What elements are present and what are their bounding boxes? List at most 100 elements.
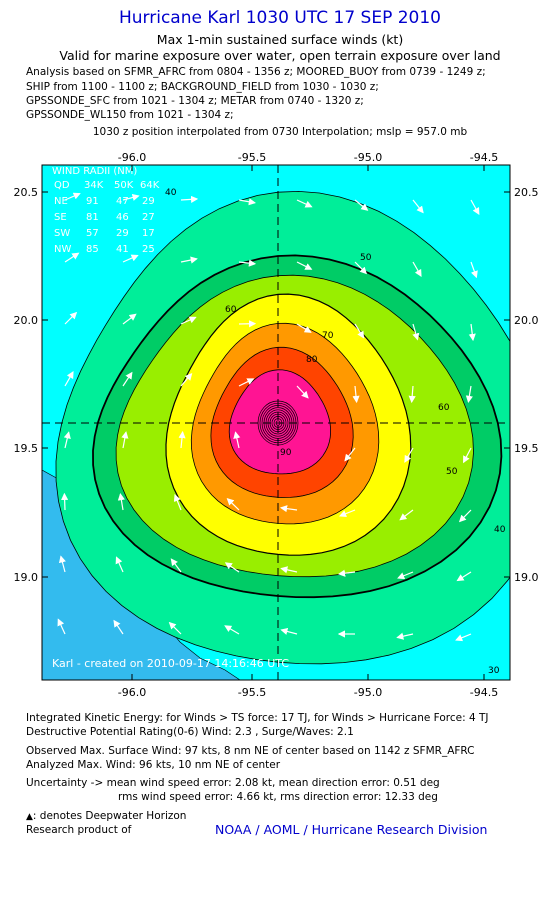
wind-arrow	[233, 431, 241, 449]
observed-max-line: Observed Max. Surface Wind: 97 kts, 8 nm…	[26, 745, 475, 757]
wind-arrow	[296, 385, 309, 399]
lon-tick-bottom-4: -94.5	[470, 686, 498, 699]
wind-arrow	[122, 371, 133, 387]
lon-tick-top-1: -96.0	[118, 151, 146, 164]
wind-arrow	[117, 493, 125, 511]
wind-arrow	[115, 556, 124, 573]
wind-arrow	[408, 385, 416, 404]
contour-label: 80	[306, 355, 318, 365]
wind-arrow	[122, 254, 139, 263]
lon-tick-top-4: -94.5	[470, 151, 498, 164]
wind-arrow	[238, 378, 255, 387]
wind-arrow	[238, 259, 257, 267]
org-link[interactable]: NOAA / AOML / Hurricane Research Divisio…	[215, 822, 488, 837]
wind-arrow	[470, 199, 480, 216]
wind-arrow	[64, 371, 74, 387]
wind-arrow	[63, 431, 71, 449]
wind-radii-nw-34k: 85	[86, 244, 99, 255]
analysis-line-2: SHIP from 1100 - 1100 z; BACKGROUND_FIEL…	[26, 81, 379, 93]
lon-tick-top-3: -95.0	[354, 151, 382, 164]
wind-radii-table: WIND RADII (NM) QD 34K 50K 64K NE 91 47 …	[52, 166, 160, 255]
analysis-line-3: GPSSONDE_SFC from 1021 - 1304 z; METAR f…	[26, 95, 364, 107]
wind-arrow	[113, 619, 124, 635]
contour-line-3	[165, 293, 412, 556]
wind-arrow	[168, 621, 182, 635]
lat-tick-right-1: 20.5	[514, 186, 539, 199]
contour-label: 70	[322, 331, 334, 341]
page-title: Hurricane Karl 1030 UTC 17 SEP 2010	[118, 8, 441, 28]
wind-radii-ne-34k: 91	[86, 196, 99, 207]
wind-arrow	[337, 569, 356, 577]
research-label: Research product of	[26, 824, 132, 836]
wind-arrow	[122, 313, 137, 325]
analyzed-max-line: Analyzed Max. Wind: 96 kts, 10 nm NE of …	[26, 759, 281, 771]
wind-arrow	[354, 323, 365, 339]
contour-label: 40	[165, 188, 177, 198]
wind-arrow	[173, 493, 182, 511]
wind-arrow	[455, 633, 472, 642]
wind-arrow	[180, 256, 198, 264]
wind-arrow	[224, 625, 240, 635]
wind-arrow	[279, 505, 298, 513]
wind-arrow	[57, 618, 66, 635]
wind-arrow	[64, 192, 81, 201]
position-note: 1030 z position interpolated from 0730 I…	[92, 126, 468, 138]
wind-arrow	[296, 261, 313, 270]
wind-radii-sw-label: SW	[54, 228, 70, 239]
lon-tick-top-2: -95.5	[238, 151, 266, 164]
wind-arrow	[180, 316, 197, 325]
wind-arrow	[170, 558, 182, 573]
contour-label: 40	[494, 525, 506, 535]
wind-arrow	[180, 195, 199, 203]
contour-label: 50	[360, 253, 372, 263]
wind-arrow	[354, 261, 368, 275]
lat-tick-right-2: 20.0	[514, 314, 539, 327]
wind-arrow	[64, 311, 78, 325]
contour-label: 60	[438, 403, 450, 413]
lon-tick-bottom-1: -96.0	[118, 686, 146, 699]
ike-line: Integrated Kinetic Energy: for Winds > T…	[26, 712, 489, 724]
contour-label: 60	[225, 305, 237, 315]
wind-map: 40 50 60 70 80 90 60 50 40 30 WIND RADII (NM) QD …	[14, 151, 539, 699]
wind-radii-se-50k: 46	[116, 212, 129, 223]
wind-radii-sw-64k: 17	[142, 228, 155, 239]
wind-arrow	[397, 571, 414, 580]
wind-arrow	[404, 447, 414, 463]
map-credit: Karl - created on 2010-09-17 14:16:46 UT…	[52, 657, 289, 670]
wind-radii-nw-64k: 25	[142, 244, 155, 255]
wind-arrow	[468, 323, 476, 342]
contour-label: 30	[488, 666, 500, 676]
wind-arrow	[338, 509, 356, 518]
lat-tick-right-4: 19.0	[514, 571, 539, 584]
wind-arrow	[344, 447, 356, 462]
wind-arrow	[122, 193, 140, 201]
subtitle-variable: Max 1-min sustained surface winds (kt)	[156, 32, 404, 47]
wind-arrow	[296, 199, 313, 208]
wind-arrow	[458, 509, 472, 523]
analysis-line-1: Analysis based on SFMR_AFRC from 0804 - …	[26, 66, 486, 78]
wind-arrow	[399, 509, 414, 521]
wind-arrow	[224, 562, 240, 573]
wind-radii-sw-50k: 29	[116, 228, 129, 239]
lat-tick-left-1: 20.5	[14, 186, 39, 199]
wind-arrow	[121, 431, 129, 449]
wind-arrow	[280, 627, 298, 635]
wind-arrow	[64, 252, 80, 263]
wind-arrow	[412, 323, 420, 341]
lon-tick-bottom-2: -95.5	[238, 686, 266, 699]
wind-arrow	[352, 385, 360, 404]
wind-arrow	[412, 199, 424, 214]
uncertainty-line-2: rms wind speed error: 4.66 kt, rms direc…	[118, 791, 438, 803]
wind-arrow	[238, 198, 256, 206]
wind-arrow	[180, 372, 193, 387]
contour-label: 50	[446, 467, 458, 477]
wind-arrow	[463, 447, 472, 464]
subtitle-exposure: Valid for marine exposure over water, op…	[59, 48, 501, 63]
lat-tick-right-3: 19.5	[514, 442, 539, 455]
contour-line-4	[190, 322, 380, 525]
wind-radii-se-34k: 81	[86, 212, 99, 223]
wind-radii-se-64k: 27	[142, 212, 155, 223]
wind-arrow	[412, 261, 422, 277]
analysis-line-4: GPSSONDE_WL150 from 1021 - 1304 z;	[26, 109, 234, 121]
platform-icon: ▲	[26, 812, 33, 822]
